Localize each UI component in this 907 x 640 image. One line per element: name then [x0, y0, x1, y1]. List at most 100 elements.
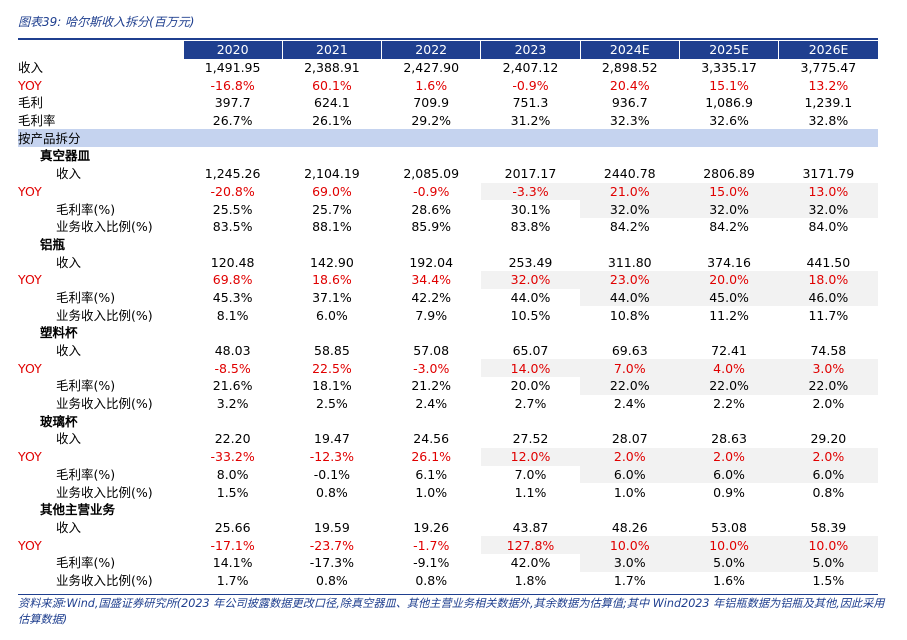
row-label: 毛利率(%) [56, 289, 116, 305]
table-cell: 0.8% [316, 572, 348, 588]
table-cell: 127.8% [480, 536, 581, 554]
table-cell: 7.9% [415, 307, 448, 323]
table-cell: 19.26 [413, 519, 450, 535]
table-cell: 3.0% [580, 553, 680, 572]
table-cell: 10.0% [778, 536, 878, 554]
yoy-row: YOY -16.8% 60.1% 1.6% -0.9% 20.4% 15.1% 13.2% [18, 76, 878, 94]
table-cell: 15.1% [709, 77, 749, 93]
table-row: 业务收入比例(%) 83.5% 88.1% 85.9% 83.8% 84.2% 84.2% 8… [18, 218, 878, 236]
table-row: 毛利率(%) 45.3% 37.1% 42.2% 44.0% 44.0% 45.0% 46.0… [18, 288, 878, 307]
table-cell: 21.6% [212, 378, 253, 394]
row-label: 业务收入比例(%) [56, 484, 153, 500]
column-header: 2025E [678, 41, 779, 59]
table-cell: 2,104.19 [304, 166, 360, 182]
row-label: 业务收入比例(%) [56, 219, 153, 235]
table-cell: 69.8% [212, 272, 253, 288]
table-cell: 2.0% [580, 447, 680, 466]
table-cell: 1.7% [216, 572, 249, 588]
table-cell: 57.08 [413, 343, 450, 359]
table-cell: 0.8% [812, 484, 845, 500]
table-cell: 32.0% [480, 270, 581, 289]
table-cell: 18.1% [312, 378, 352, 394]
table-cell: -23.7% [309, 537, 355, 553]
table-cell: -1.7% [413, 537, 450, 553]
table-cell: 18.0% [778, 270, 878, 289]
bottom-rule [18, 594, 878, 595]
table-row: 收入 25.66 19.59 19.26 43.87 48.26 53.08 58.39 [18, 519, 878, 537]
table-cell: 0.8% [415, 572, 448, 588]
table-cell: 14.0% [480, 359, 581, 378]
table-cell: 42.2% [411, 289, 452, 305]
table-cell: 29.2% [411, 113, 452, 129]
row-label: 毛利率 [18, 113, 56, 129]
table-cell: 32.0% [580, 200, 680, 218]
table-cell: 69.0% [312, 183, 352, 199]
table-cell: 34.4% [411, 272, 452, 288]
group-name: 塑料杯 [40, 325, 78, 341]
yoy-row: YOY -33.2% -12.3% 26.1% 12.0% 2.0% 2.0% 2.0% [18, 447, 878, 466]
table-cell: 0.9% [713, 484, 745, 500]
table-cell: 84.0% [808, 219, 849, 235]
table-cell: 18.6% [312, 272, 352, 288]
table-cell: 22.0% [679, 377, 779, 395]
table-cell: 1.8% [514, 572, 547, 588]
table-cell: 10.5% [510, 307, 551, 323]
table-cell: 3,335.17 [701, 60, 757, 76]
table-cell: 58.85 [314, 343, 350, 359]
table-cell: -8.5% [214, 360, 251, 376]
table-cell: 374.16 [707, 254, 751, 270]
table-cell: 25.5% [212, 201, 253, 217]
table-cell: 5.0% [778, 553, 878, 572]
table-cell: 5.0% [679, 553, 779, 572]
table-cell: 1.6% [713, 572, 745, 588]
table-cell: 69.63 [611, 343, 648, 359]
table-cell: 58.39 [810, 519, 847, 535]
table-cell: 2.5% [316, 396, 348, 412]
table-row: 收入 1,491.95 2,388.91 2,427.90 2,407.12 2,898.… [18, 59, 878, 77]
table-cell: 28.07 [611, 431, 648, 447]
table-cell: 2.0% [812, 396, 845, 412]
table-cell: 21.0% [580, 182, 680, 201]
table-row: 业务收入比例(%) 1.5% 0.8% 1.0% 1.1% 1.0% 0.9% 0.8% [18, 483, 878, 501]
table-cell: 32.0% [679, 200, 779, 218]
group-row: 真空器皿 [18, 147, 878, 165]
table-cell: 84.2% [609, 219, 650, 235]
row-label: 毛利率(%) [56, 466, 116, 482]
table-cell: 1.5% [216, 484, 249, 500]
table-cell: 37.1% [312, 289, 352, 305]
column-header: 2020 [182, 41, 283, 59]
table-cell: 6.0% [580, 465, 680, 484]
table-cell: 6.1% [415, 466, 448, 482]
table-cell: -17.1% [210, 537, 255, 553]
table-cell: 53.08 [711, 519, 747, 535]
table-cell: 1,086.9 [705, 95, 753, 111]
row-label: 收入 [56, 431, 82, 447]
row-label: 收入 [18, 60, 44, 76]
table-cell: 44.0% [580, 288, 680, 307]
table-cell: 20.0% [679, 270, 779, 289]
table-cell: -16.8% [210, 77, 255, 93]
table-cell: -33.2% [210, 449, 255, 465]
row-label: 收入 [56, 343, 82, 359]
section-label: 按产品拆分 [18, 129, 878, 148]
table-cell: 12.0% [480, 447, 581, 466]
table-cell: 48.03 [214, 343, 251, 359]
row-label: 收入 [56, 519, 82, 535]
table-cell: 10.0% [580, 536, 680, 554]
figure-title: 图表39: 哈尔斯收入拆分(百万元) [18, 15, 195, 29]
table-cell: 2.7% [514, 396, 547, 412]
table-cell: 120.48 [210, 254, 255, 270]
table-cell: 2.4% [415, 396, 448, 412]
row-label: 收入 [56, 254, 82, 270]
table-cell: 3,775.47 [800, 60, 857, 76]
table-cell: 83.5% [212, 219, 253, 235]
table-cell: 43.87 [512, 519, 549, 535]
table-cell: 2.4% [613, 396, 646, 412]
table-cell: 0.8% [316, 484, 348, 500]
table-cell: 142.90 [310, 254, 354, 270]
table-cell: 2.0% [778, 447, 878, 466]
table-cell: 25.7% [312, 201, 352, 217]
table-cell: 8.1% [216, 307, 249, 323]
table-cell: 27.52 [512, 431, 549, 447]
top-rule [18, 38, 878, 40]
